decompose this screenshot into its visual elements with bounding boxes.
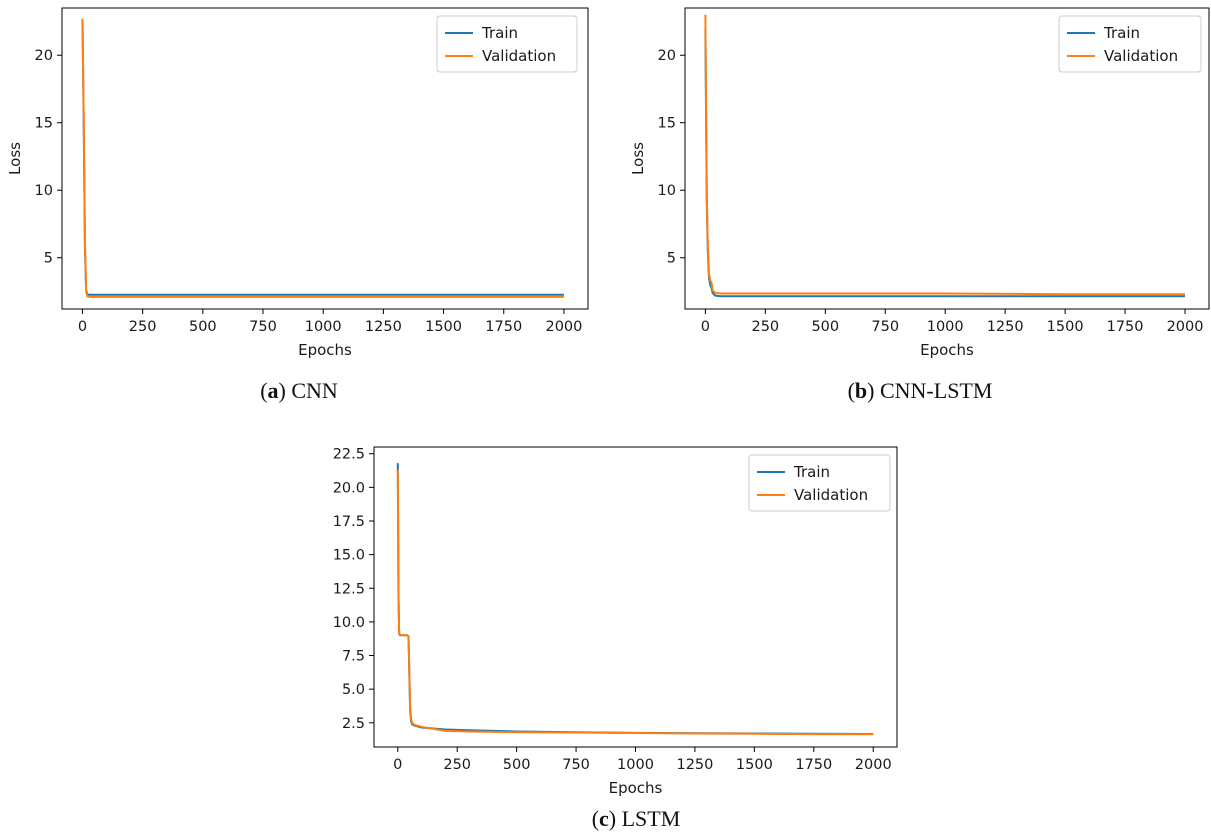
chart-panel-b: 0 250 500 750 1000 1250 1500 1750 2000 5 10 15 20 Epo…: [629, 7, 1210, 359]
x-tick-label: 2000: [855, 757, 892, 773]
chart-panel-a: 0 250 500 750 1000 1250 1500 1750 2000 5 10 15 20 Epo…: [6, 7, 589, 359]
y-tick-label: 17.5: [333, 514, 365, 530]
x-tick-label: 1750: [485, 319, 522, 335]
x-tick-label: 1500: [736, 757, 773, 773]
x-tick-label: 1250: [676, 757, 713, 773]
legend: Train Validation: [436, 15, 578, 73]
legend-label-train: Train: [481, 24, 518, 42]
x-tick-label: 500: [811, 319, 839, 335]
y-tick-label: 10.0: [333, 615, 365, 631]
x-tick-label: 1500: [1047, 319, 1084, 335]
legend-box: [1058, 15, 1202, 73]
chart-panel-c: 0 250 500 750 1000 1250 1500 1750 2000 2.5 5.0 7.5 1…: [333, 446, 898, 797]
series-line-validation: [704, 14, 1185, 296]
x-tick-label: 1000: [305, 319, 342, 335]
y-tick-label: 5.0: [342, 682, 365, 698]
x-tick-label: 1500: [425, 319, 462, 335]
x-tick-label: 250: [751, 319, 779, 335]
y-tick-label: 15: [658, 116, 676, 132]
y-axis-label: Loss: [629, 142, 647, 175]
x-tick-label: 0: [393, 757, 402, 773]
y-tick-label: 7.5: [342, 649, 365, 665]
x-tick-label: 1250: [987, 319, 1024, 335]
legend-label-train: Train: [1103, 24, 1140, 42]
x-tick-label: 750: [249, 319, 277, 335]
legend: Train Validation: [1058, 15, 1202, 73]
y-tick-label: 22.5: [333, 447, 365, 463]
y-tick-label: 10: [35, 183, 53, 199]
x-tick-label: 1250: [365, 319, 402, 335]
y-tick-label: 5: [44, 251, 53, 267]
x-tick-label: 750: [562, 757, 590, 773]
x-tick-label: 1000: [617, 757, 654, 773]
x-tick-label: 1000: [927, 319, 964, 335]
y-tick-label: 20.0: [333, 480, 365, 496]
y-tick-label: 12.5: [333, 581, 365, 597]
legend-label-validation: Validation: [1104, 47, 1178, 65]
x-axis-label: Epochs: [920, 341, 974, 359]
y-tick-label: 15: [35, 116, 53, 132]
x-tick-label: 0: [78, 319, 87, 335]
x-axis-label: Epochs: [298, 341, 352, 359]
y-tick-label: 5: [667, 251, 676, 267]
x-tick-label: 250: [443, 757, 471, 773]
x-tick-label: 750: [871, 319, 899, 335]
legend-label-validation: Validation: [794, 486, 868, 504]
x-tick-label: 500: [503, 757, 531, 773]
caption-a: (a) CNN: [260, 378, 338, 403]
plot-frame: [684, 7, 1210, 310]
x-axis-label: Epochs: [609, 779, 663, 797]
legend-label-train: Train: [793, 463, 830, 481]
legend-box: [436, 15, 578, 73]
caption-b: (b) CNN-LSTM: [847, 378, 993, 403]
series-line-validation: [396, 469, 874, 736]
y-tick-label: 20: [35, 48, 53, 64]
series-line-validation: [81, 18, 564, 298]
x-tick-label: 2000: [545, 319, 582, 335]
x-tick-label: 1750: [1107, 319, 1144, 335]
y-tick-label: 10: [658, 183, 676, 199]
x-tick-label: 250: [129, 319, 157, 335]
legend: Train Validation: [748, 454, 891, 512]
legend-box: [748, 454, 891, 512]
x-tick-label: 0: [701, 319, 710, 335]
y-tick-label: 15.0: [333, 548, 365, 564]
plot-frame: [61, 7, 589, 310]
y-tick-label: 2.5: [342, 716, 365, 732]
x-tick-label: 1750: [795, 757, 832, 773]
x-tick-label: 2000: [1167, 319, 1204, 335]
y-tick-label: 20: [658, 48, 676, 64]
caption-c: (c) LSTM: [591, 806, 681, 831]
x-tick-label: 500: [189, 319, 217, 335]
y-axis-label: Loss: [6, 142, 24, 175]
legend-label-validation: Validation: [482, 47, 556, 65]
